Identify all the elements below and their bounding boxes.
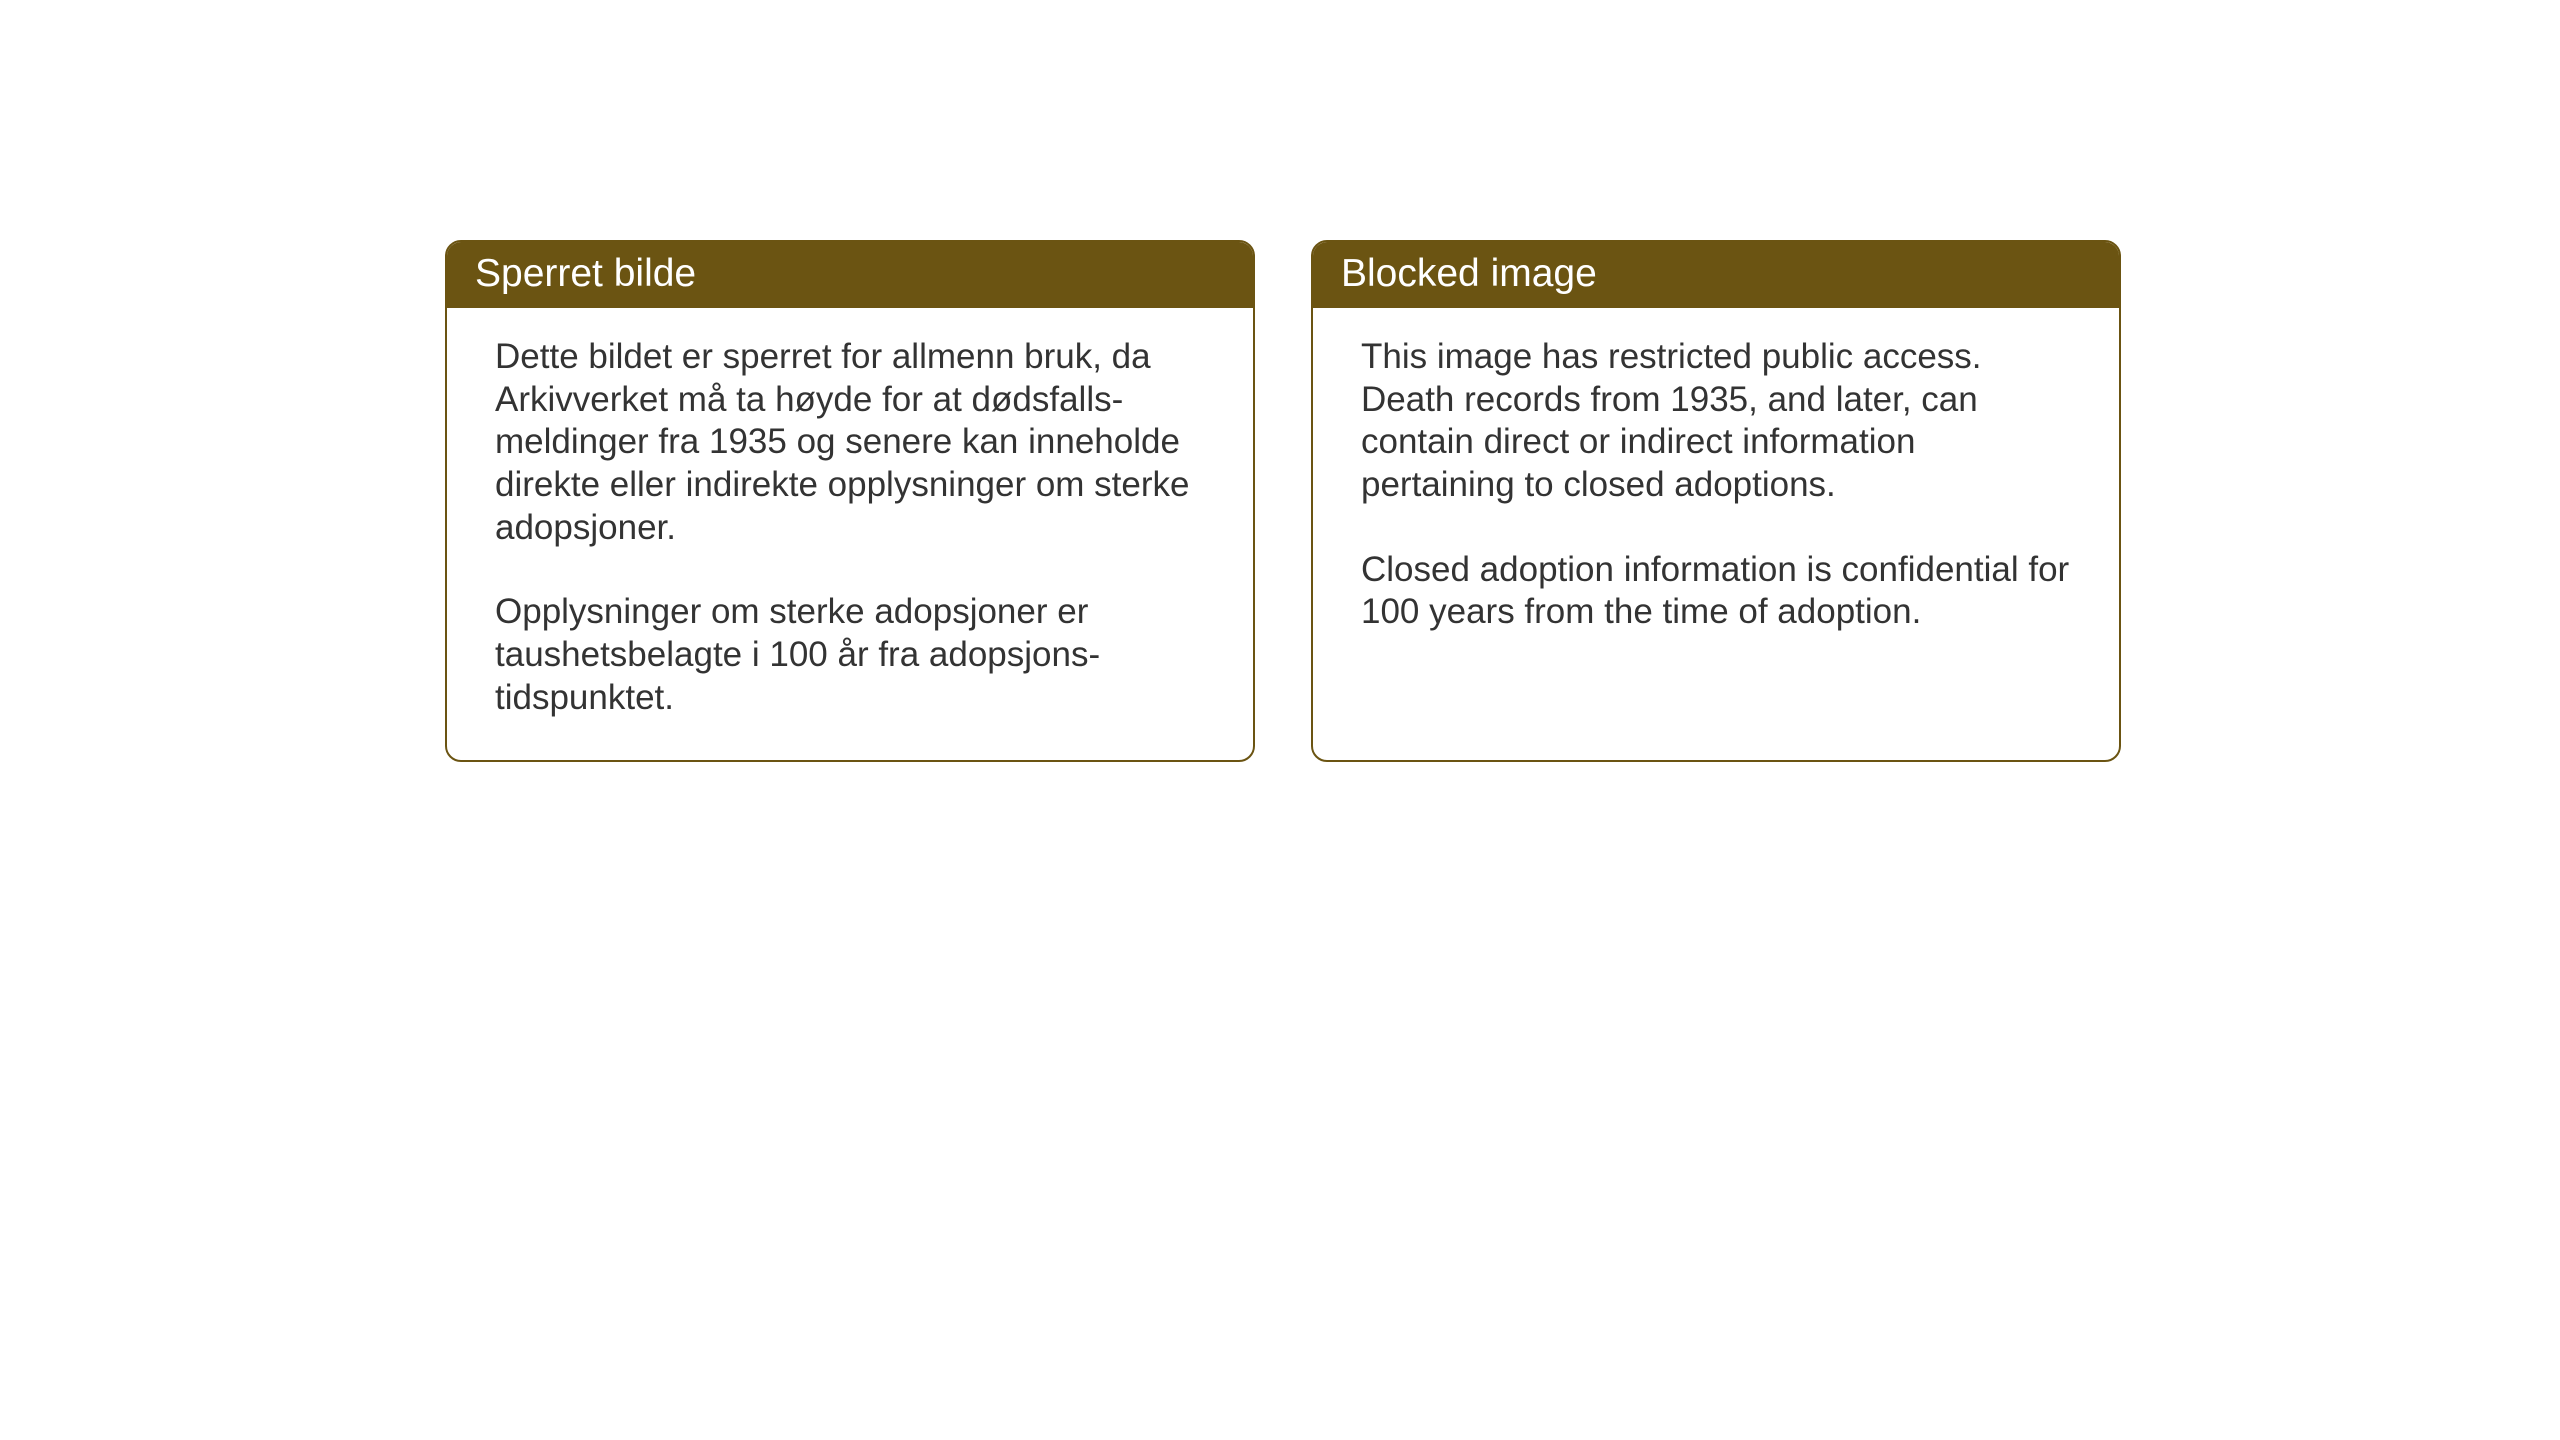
card-body-norwegian: Dette bildet er sperret for allmenn bruk… bbox=[447, 308, 1253, 760]
card-paragraph-english-2: Closed adoption information is confident… bbox=[1361, 549, 2075, 634]
card-paragraph-norwegian-2: Opplysninger om sterke adopsjoner er tau… bbox=[495, 591, 1209, 719]
card-header-english: Blocked image bbox=[1313, 242, 2119, 308]
card-title-norwegian: Sperret bilde bbox=[475, 252, 696, 295]
card-body-english: This image has restricted public access.… bbox=[1313, 308, 2119, 758]
card-norwegian: Sperret bilde Dette bildet er sperret fo… bbox=[445, 240, 1255, 762]
card-header-norwegian: Sperret bilde bbox=[447, 242, 1253, 308]
card-paragraph-english-1: This image has restricted public access.… bbox=[1361, 336, 2075, 507]
card-english: Blocked image This image has restricted … bbox=[1311, 240, 2121, 762]
card-title-english: Blocked image bbox=[1341, 252, 1597, 295]
cards-container: Sperret bilde Dette bildet er sperret fo… bbox=[445, 240, 2121, 762]
card-paragraph-norwegian-1: Dette bildet er sperret for allmenn bruk… bbox=[495, 336, 1209, 549]
